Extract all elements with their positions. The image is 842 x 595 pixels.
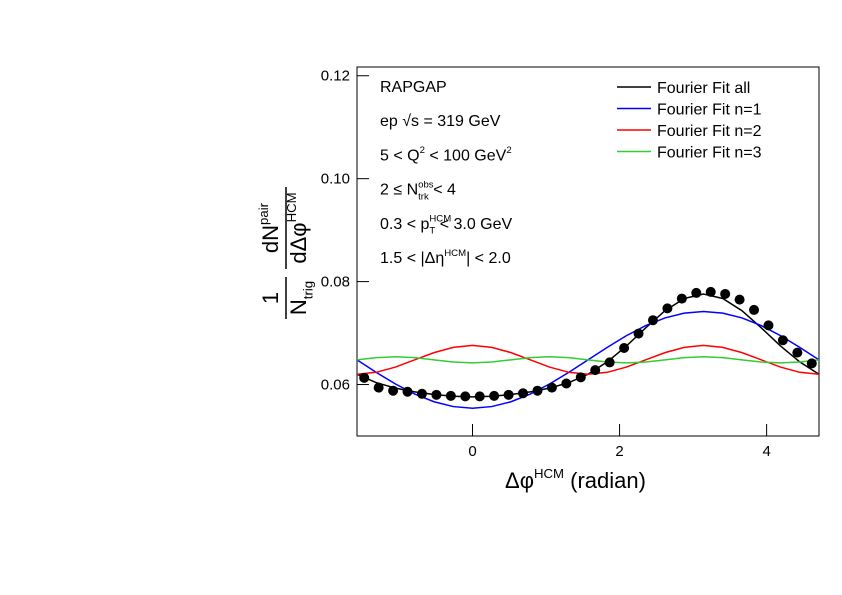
data-point [763, 320, 774, 331]
subscript: T [429, 226, 435, 237]
fraction-numerator: dNpair [256, 202, 283, 253]
text-run: 0.3 < p [380, 216, 429, 233]
annotation: 0.3 < pHCM T < 3.0 GeV [380, 214, 513, 237]
data-point [777, 335, 788, 346]
data-point [720, 288, 731, 299]
text-run: 5 < Q [380, 147, 420, 164]
x-tick-label: 4 [762, 443, 770, 460]
supscript: 2 [506, 145, 511, 156]
text-run: dΔφ [286, 222, 311, 263]
data-point [647, 315, 658, 326]
data-point [445, 390, 456, 401]
data-point [604, 357, 615, 368]
text-run: ep √s = 319 GeV [380, 113, 501, 130]
data-point [359, 372, 370, 383]
text-run: | < 2.0 [466, 250, 511, 267]
data-point [633, 328, 644, 339]
data-point [416, 388, 427, 399]
data-point [503, 389, 514, 400]
text-run: 2 ≤ N [380, 182, 418, 199]
text-run: dN [258, 225, 283, 253]
text-run: < 3.0 GeV [435, 216, 512, 233]
data-point [806, 358, 817, 369]
text-run: < 100 GeV [425, 147, 507, 164]
legend-label: Fourier Fit n=2 [657, 123, 762, 140]
data-point [749, 304, 760, 315]
data-point [575, 372, 586, 383]
y-tick-label: 0.08 [321, 274, 350, 291]
x-tick-label: 0 [468, 443, 476, 460]
data-point [734, 294, 745, 305]
data-point [619, 342, 630, 353]
fraction-denominator: dΔφHCM [284, 192, 311, 263]
fit-curve [357, 344, 819, 375]
text-run: RAPGAP [380, 79, 447, 96]
y-tick-label: 0.12 [321, 68, 350, 85]
data-point [546, 382, 557, 393]
legend-label: Fourier Fit all [657, 80, 750, 97]
subscript: trig [301, 281, 316, 299]
data-point [373, 382, 384, 393]
legend-label: Fourier Fit n=1 [657, 102, 762, 119]
supscript: 2 [420, 145, 425, 156]
data-point [561, 378, 572, 389]
data-point [691, 287, 702, 298]
text-run: N [286, 299, 311, 315]
data-point [662, 303, 673, 314]
text-run: < 4 [429, 182, 456, 199]
data-point [474, 391, 485, 402]
supscript: HCM [429, 214, 451, 225]
supscript: HCM [444, 248, 466, 259]
x-axis-label: ΔφHCM (radian) [505, 466, 646, 493]
data-point [792, 347, 803, 358]
text-run: 1.5 < |Δη [380, 250, 444, 267]
text-run: 1 [258, 292, 283, 304]
legend-label: Fourier Fit n=3 [657, 145, 762, 162]
fraction-denominator: Ntrig [286, 281, 316, 315]
supscript: obs [418, 179, 434, 190]
data-point [590, 365, 601, 376]
data-point [518, 388, 529, 399]
text-run: Δφ [505, 468, 534, 493]
y-tick-label: 0.10 [321, 171, 350, 188]
annotation: 2 ≤ Nobs trk < 4 [380, 179, 456, 202]
y-tick-label: 0.06 [321, 377, 350, 394]
annotation: ep √s = 319 GeV [380, 113, 501, 130]
supscript: HCM [284, 192, 299, 222]
data-point [460, 391, 471, 402]
data-point [705, 286, 716, 297]
annotation: RAPGAP [380, 79, 447, 96]
annotation: 1.5 < |ΔηHCM| < 2.0 [380, 248, 511, 267]
x-tick-label: 2 [615, 443, 623, 460]
fit-curve [357, 355, 819, 364]
subscript: trk [418, 191, 429, 202]
data-point [431, 389, 442, 400]
data-point [388, 385, 399, 396]
fraction-numerator: 1 [258, 292, 283, 304]
annotation: 5 < Q2 < 100 GeV2 [380, 145, 512, 164]
supscript: HCM [534, 466, 564, 481]
plot-area [357, 286, 819, 409]
text-run: (radian) [564, 468, 646, 493]
data-point [532, 385, 543, 396]
data-point [676, 293, 687, 304]
supscript: pair [256, 202, 271, 225]
data-point [402, 386, 413, 397]
plot-frame [356, 66, 820, 437]
data-point [489, 390, 500, 401]
